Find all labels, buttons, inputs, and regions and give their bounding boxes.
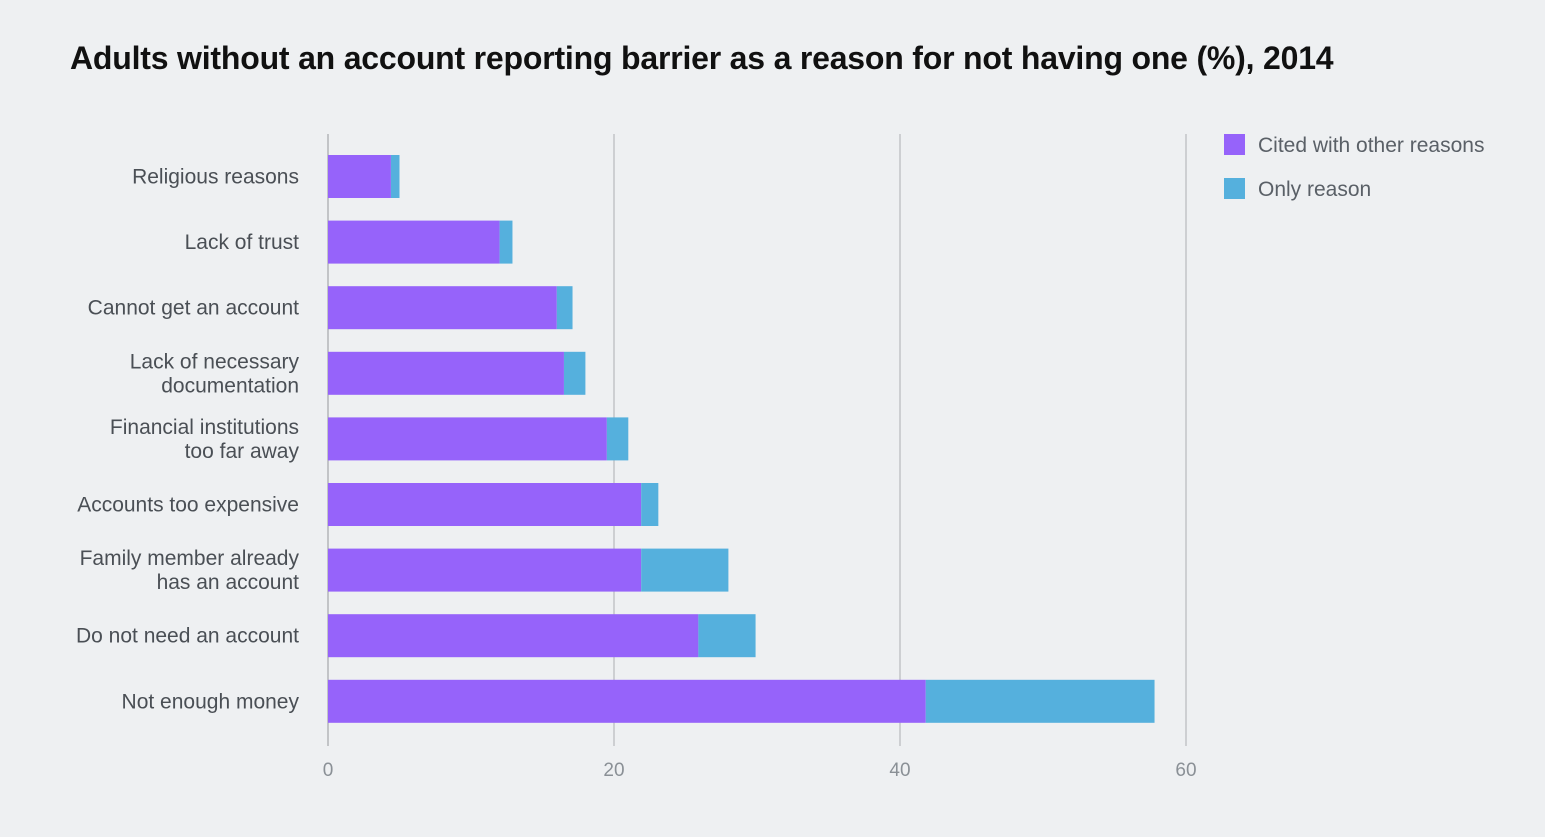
bar-only-reason [563,351,586,395]
bar-cited-with-other [328,351,564,395]
bar-cited-with-other [328,483,642,526]
bar-cited-with-other [328,679,926,723]
category-label: Financial institutions too far away [110,416,300,463]
bar-cited-with-other [328,614,699,658]
bar-only-reason [556,286,573,330]
bar-only-reason [641,483,659,526]
bar-only-reason [499,220,513,264]
bar-only-reason [606,417,629,461]
legend-swatch [1224,134,1245,155]
legend-swatch [1224,178,1245,199]
legend-label: Cited with other reasons [1258,134,1484,157]
x-tick-label: 20 [603,760,624,781]
chart-title: Adults without an account reporting barr… [70,40,1334,76]
bar-cited-with-other [328,286,557,330]
category-label: Not enough money [122,690,300,713]
bar-cited-with-other [328,548,642,592]
legend-label: Only reason [1258,178,1371,201]
bar-cited-with-other [328,417,607,461]
category-label: Family member already has an account [80,547,300,594]
category-label: Religious reasons [132,166,299,189]
category-label: Lack of necessary documentation [130,350,300,397]
bar-only-reason [925,679,1155,723]
x-tick-label: 0 [323,760,334,781]
bar-cited-with-other [328,155,391,198]
bar-only-reason [698,614,756,658]
category-label: Lack of trust [185,231,300,254]
bar-cited-with-other [328,220,500,264]
bar-only-reason [390,155,400,198]
category-label: Accounts too expensive [77,494,299,517]
x-tick-label: 40 [889,760,910,781]
x-tick-label: 60 [1175,760,1196,781]
bar-only-reason [641,548,729,592]
category-label: Do not need an account [76,625,299,648]
category-label: Cannot get an account [88,297,299,320]
